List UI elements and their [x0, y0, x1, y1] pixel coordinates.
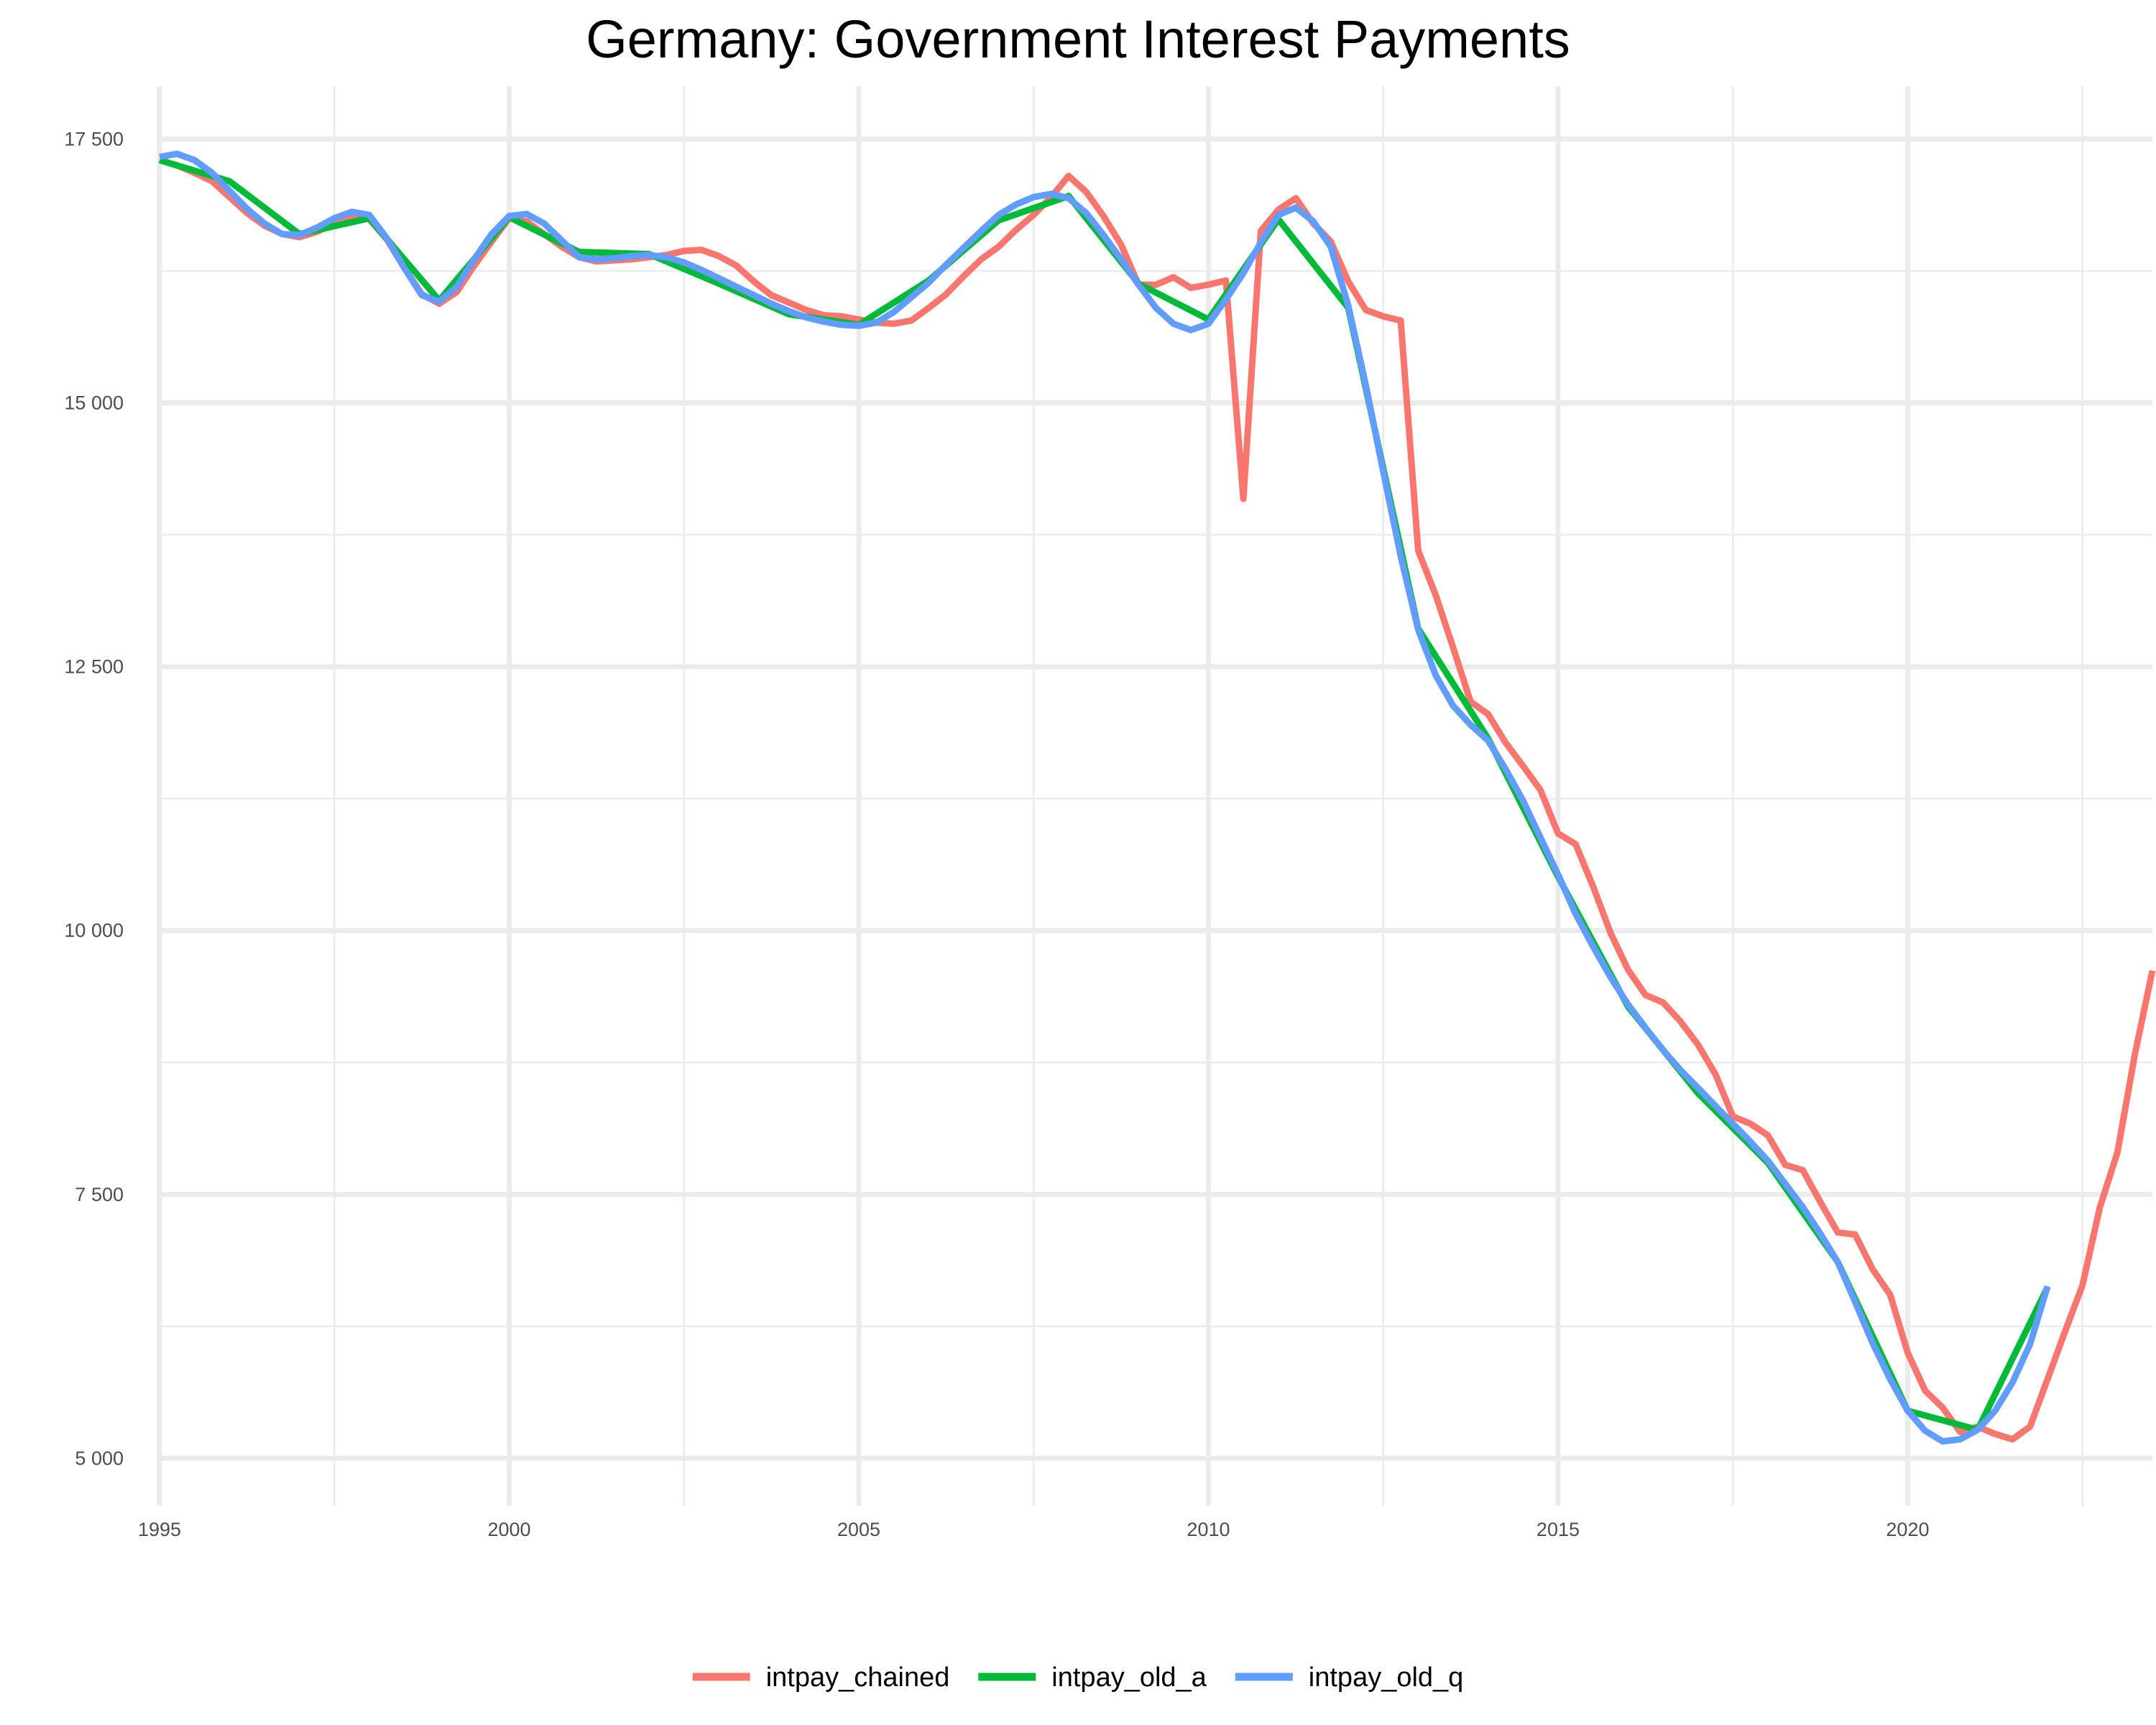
y-tick-label: 15 000: [64, 392, 124, 414]
x-tick-label: 2020: [1886, 1519, 1929, 1540]
legend-label: intpay_chained: [766, 1662, 950, 1693]
y-tick-label: 10 000: [64, 920, 124, 942]
y-tick-label: 17 500: [64, 128, 124, 150]
x-tick-label: 2000: [487, 1519, 530, 1540]
y-tick-label: 7 500: [75, 1184, 124, 1205]
y-tick-label: 5 000: [75, 1448, 124, 1469]
series-line-intpay-chained: [158, 157, 2156, 1443]
x-tick-label: 2015: [1537, 1519, 1580, 1540]
legend-item-intpay-old-a: intpay_old_a: [978, 1662, 1207, 1693]
y-tick-label: 12 500: [64, 656, 124, 678]
legend-label: intpay_old_q: [1309, 1662, 1464, 1693]
legend-label: intpay_old_a: [1051, 1662, 1207, 1693]
y-axis: 5 000 7 500 10 000 12 500 15 000 17 500: [64, 128, 124, 1469]
x-axis: 1995 2000 2005 2010 2015 2020: [138, 1519, 1930, 1540]
x-tick-label: 2010: [1187, 1519, 1230, 1540]
series-line-intpay-old-a: [158, 157, 2051, 1433]
legend-item-intpay-old-q: intpay_old_q: [1235, 1662, 1464, 1693]
x-tick-label: 2005: [837, 1519, 880, 1540]
series-lines: [158, 150, 2156, 1445]
series-line-intpay-old-q: [159, 150, 2051, 1445]
legend: intpay_chained intpay_old_a intpay_old_q: [692, 1662, 1464, 1693]
grid-minor: [160, 86, 2152, 1506]
legend-item-intpay-chained: intpay_chained: [692, 1662, 950, 1693]
chart-title: Germany: Government Interest Payments: [586, 9, 1570, 69]
x-tick-label: 1995: [138, 1519, 181, 1540]
